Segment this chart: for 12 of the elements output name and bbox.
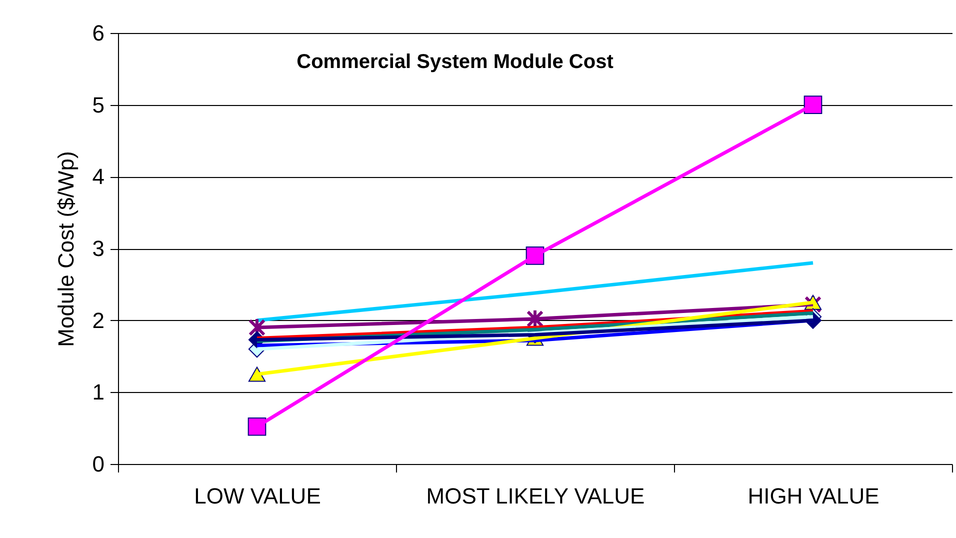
text: Commercial System Module Cost: [296, 51, 614, 73]
x-tick-label: MOST LIKELY VALUE: [426, 484, 645, 508]
y-tick-label: 1: [92, 380, 104, 405]
y-tick-label: 2: [92, 308, 104, 333]
y-tick-label: 3: [92, 236, 104, 261]
y-tick-label: 6: [92, 20, 104, 46]
x-tick-label: HIGH VALUE: [748, 484, 880, 508]
y-tick-label: 4: [92, 164, 104, 190]
y-tick-label: 0: [92, 452, 104, 476]
x-tick-label: LOW VALUE: [194, 484, 321, 508]
y-tick-label: 5: [92, 92, 104, 118]
y-axis-title: Module Cost ($/Wp): [53, 151, 78, 347]
